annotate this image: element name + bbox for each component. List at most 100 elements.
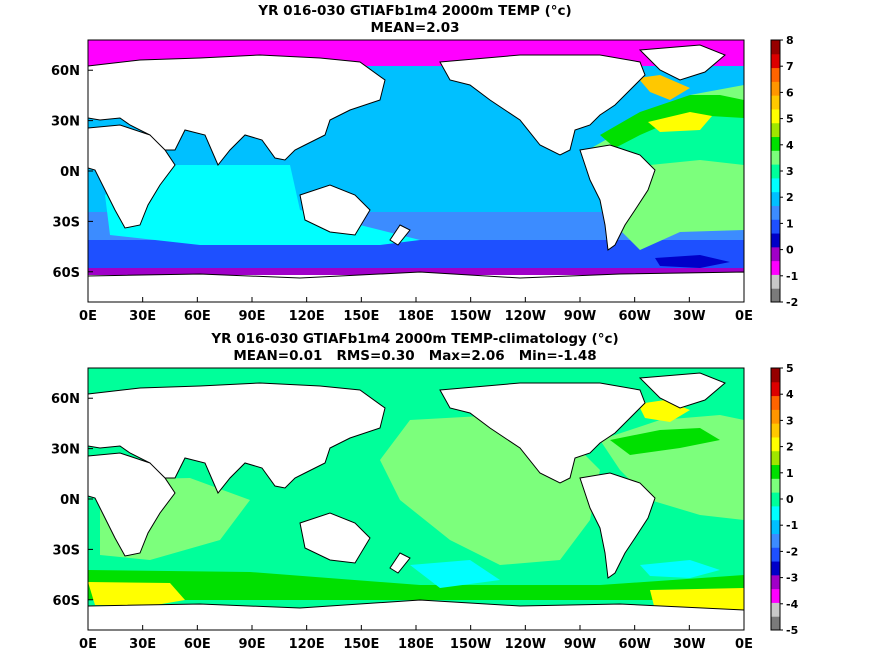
bottom-map-title: YR 016-030 GTIAFb1m4 2000m TEMP-climatol… [211, 331, 619, 347]
lon-tick-label: 150W [450, 309, 491, 324]
colorbar-swatch [771, 233, 780, 248]
colorbar-tick-label: 8 [786, 34, 794, 47]
bottom-land-eurasia [88, 382, 386, 494]
lon-tick-label: 30W [673, 637, 705, 652]
colorbar-swatch [771, 492, 780, 507]
colorbar-swatch [771, 464, 780, 479]
bottom-lat-tick-labels: 60N 30N 0N 30S 60S [51, 392, 93, 609]
lon-tick-label: 30E [129, 637, 156, 652]
top-map [88, 40, 744, 302]
top-labrador-yellow [638, 75, 690, 100]
colorbar-swatch [771, 505, 780, 521]
lat-tick-label: 60N [51, 392, 80, 407]
bottom-map-axes: 0E 30E 60E 90E 120E 150E 180E 150W 120W 90W 60W 30W… [51, 367, 753, 652]
colorbar-tick-label: 2 [786, 191, 794, 204]
bottom-weddell-cyan [640, 560, 720, 578]
colorbar-tick-label: 3 [786, 414, 794, 427]
bottom-gulf-green [610, 428, 720, 455]
lat-tick-label: 0N [60, 493, 80, 508]
lat-tick-label: 30S [53, 543, 80, 558]
colorbar-swatch [771, 561, 780, 576]
colorbar-swatch [771, 95, 780, 110]
colorbar-swatch [771, 478, 780, 493]
lat-tick-label: 30N [51, 115, 80, 130]
lat-tick-label: 60N [51, 64, 80, 79]
colorbar-tick-label: 5 [786, 362, 794, 375]
top-weddell-blue [655, 255, 730, 268]
colorbar-swatch [771, 288, 780, 303]
colorbar-swatch [771, 246, 780, 262]
bottom-colorbar-ticks: 5 4 3 2 1 0 -1 -2 -3 -4 -5 [780, 362, 799, 637]
colorbar-swatch [771, 81, 780, 96]
colorbar-swatch [771, 164, 780, 179]
top-land-greenland [638, 44, 726, 81]
top-warm-core [648, 112, 712, 132]
top-land-eurasia [88, 54, 386, 166]
lon-tick-label: 150E [343, 637, 379, 652]
lon-tick-label: 30E [129, 309, 156, 324]
colorbar-swatch [771, 177, 780, 193]
colorbar-swatch [771, 547, 780, 562]
top-land-australia [299, 184, 371, 236]
top-land-north-america [439, 54, 646, 156]
lon-tick-label: 0E [79, 637, 97, 652]
bottom-map-stats: MEAN=0.01 RMS=0.30 Max=2.06 Min=-1.48 [233, 348, 597, 364]
bottom-land-australia [299, 512, 371, 564]
colorbar-swatch [771, 574, 780, 590]
bottom-lon-tick-labels: 0E 30E 60E 90E 120E 150E 180E 150W 120W 90W 60W 30W… [79, 625, 753, 652]
bottom-south-yellow-east [650, 588, 744, 610]
colorbar-swatch [771, 219, 780, 234]
colorbar-swatch [771, 136, 780, 151]
bottom-land [88, 372, 744, 630]
lon-tick-label: 0E [79, 309, 97, 324]
top-land [88, 44, 744, 302]
top-map-axes: 0E 30E 60E 90E 120E 150E 180E 150W 120W 90W 60W 30W… [51, 39, 753, 324]
colorbar-tick-label: -1 [786, 519, 798, 532]
lon-tick-label: 60E [184, 309, 211, 324]
colorbar-swatch [771, 423, 780, 438]
colorbar-swatch [771, 616, 780, 631]
lat-tick-label: 30N [51, 443, 80, 458]
lon-tick-label: 90W [564, 309, 596, 324]
colorbar-tick-label: 5 [786, 113, 794, 126]
lon-tick-label: 180E [398, 309, 434, 324]
top-land-new-zealand [389, 224, 411, 246]
top-land-south-america [579, 144, 656, 251]
bottom-land-antarctica [88, 599, 744, 630]
lon-tick-label: 90W [564, 637, 596, 652]
colorbar-swatch [771, 205, 780, 220]
bottom-south-yellow-west [88, 582, 185, 606]
top-band-south-2 [88, 240, 744, 270]
colorbar-tick-label: -2 [786, 296, 798, 309]
colorbar-tick-label: -2 [786, 545, 798, 558]
lon-tick-label: 90E [239, 637, 266, 652]
colorbar-swatch [771, 150, 780, 165]
colorbar-swatch [771, 260, 780, 275]
bottom-land-greenland [638, 372, 726, 409]
colorbar-swatch [771, 533, 780, 548]
top-atlantic-tropical [610, 110, 744, 165]
top-map-stats: MEAN=2.03 [370, 20, 460, 36]
colorbar-tick-label: 1 [786, 217, 794, 230]
colorbar-tick-label: 0 [786, 493, 794, 506]
bottom-south-green-band [88, 570, 744, 600]
colorbar-tick-label: 6 [786, 86, 794, 99]
lon-tick-label: 30W [673, 309, 705, 324]
lon-tick-label: 120E [289, 309, 325, 324]
bottom-land-south-america [579, 472, 656, 579]
lon-tick-label: 150W [450, 637, 491, 652]
top-lat-tick-labels: 60N 30N 0N 30S 60S [51, 64, 93, 281]
colorbar-tick-label: 4 [786, 139, 794, 152]
lon-tick-label: 60W [618, 309, 650, 324]
lon-tick-label: 90E [239, 309, 266, 324]
colorbar-tick-label: 0 [786, 244, 794, 257]
top-lon-tick-labels: 0E 30E 60E 90E 120E 150E 180E 150W 120W 90W 60W 30W… [79, 297, 753, 324]
lat-tick-label: 60S [53, 594, 80, 609]
lat-tick-label: 60S [53, 266, 80, 281]
top-land-antarctica [88, 271, 744, 302]
lat-tick-label: 30S [53, 215, 80, 230]
lon-tick-label: 120W [505, 309, 546, 324]
colorbar-swatch [771, 395, 780, 410]
bottom-land-new-zealand [389, 552, 411, 574]
